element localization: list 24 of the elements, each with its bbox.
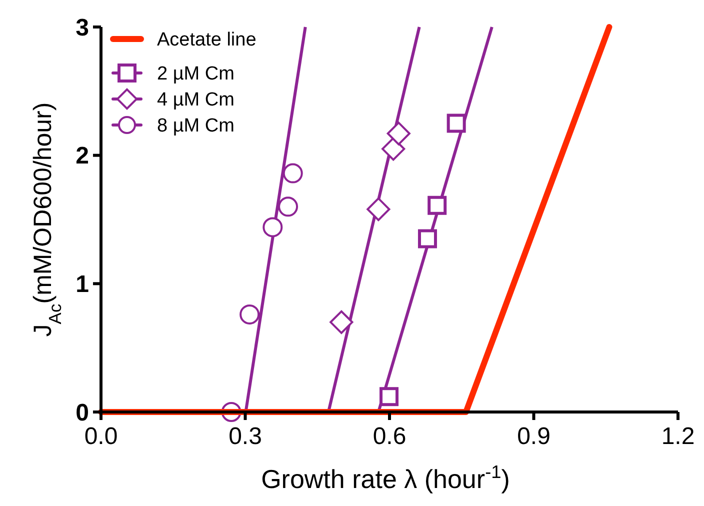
legend-label: 8 µM Cm <box>157 116 234 137</box>
point <box>446 114 466 133</box>
point <box>240 304 260 324</box>
point <box>262 217 283 238</box>
point <box>278 196 298 217</box>
x-tick-label: 0.6 <box>372 423 406 450</box>
legend-label: 2 µM Cm <box>157 64 234 85</box>
x-axis-title: Growth rate λ (hour$^{-1}$) <box>261 462 510 494</box>
point <box>366 197 390 222</box>
point <box>330 310 354 334</box>
y-tick-label: 1 <box>76 271 89 298</box>
legend-label: Acetate line <box>157 30 256 51</box>
point <box>382 137 406 161</box>
point <box>428 196 447 215</box>
y-tick-label: 3 <box>76 14 89 42</box>
point <box>418 229 437 248</box>
y-tick-label: 2 <box>76 142 89 170</box>
x-tick-label: 0.3 <box>228 423 262 450</box>
legend-label: 4 µM Cm <box>157 90 234 111</box>
point <box>386 122 410 146</box>
x-tick-label: 1.2 <box>661 423 695 450</box>
point <box>282 163 303 184</box>
x-tick-label: 0.9 <box>517 423 550 450</box>
point <box>380 387 399 406</box>
